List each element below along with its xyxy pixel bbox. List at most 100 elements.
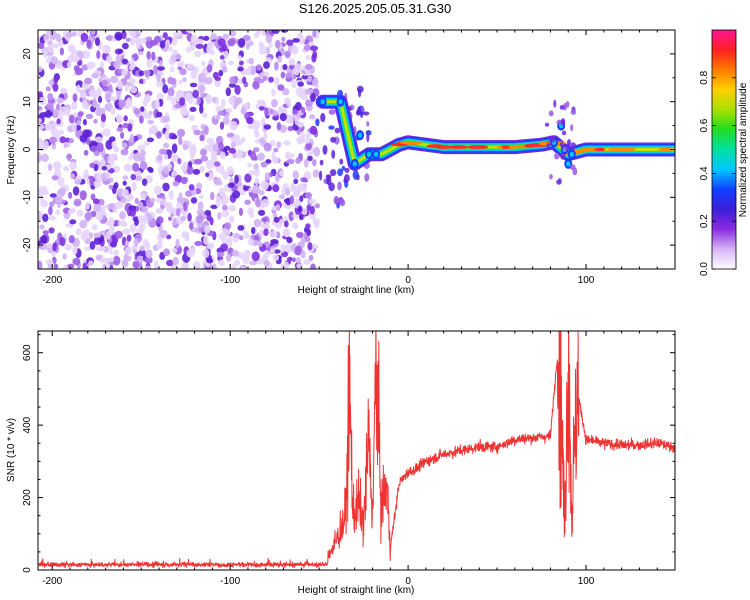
spectrogram-noise-cell <box>194 50 202 58</box>
spectrogram-noise-cell <box>216 251 225 257</box>
spectrogram-noise-cell <box>109 96 118 102</box>
spectrogram-noise-cell <box>114 31 123 41</box>
spectrogram-noise-cell <box>88 232 94 240</box>
spectrogram-noise-cell <box>219 55 225 60</box>
spectrogram-noise-cell <box>126 234 132 242</box>
spectrogram-noise-cell <box>38 260 43 269</box>
spectrogram-noise-cell <box>101 79 108 88</box>
spectrogram-noise-cell <box>145 36 153 42</box>
spectrogram-noise-cell <box>310 263 316 269</box>
spectrogram-noise-cell <box>230 141 236 148</box>
spectrogram-noise-cell <box>165 201 173 212</box>
spectrogram-noise-cell <box>296 257 301 264</box>
spectrogram-noise-cell <box>181 176 188 185</box>
spectrogram-noise-cell <box>206 64 213 73</box>
spectrogram-noise-cell <box>262 75 268 82</box>
spectrogram-noise-cell <box>84 77 93 85</box>
spectrogram-noise-cell <box>234 259 241 266</box>
spectrogram-noise-cell <box>283 229 290 238</box>
spectrogram-noise-cell <box>261 217 268 223</box>
spectrogram-noise-cell <box>63 142 69 149</box>
spectrogram-noise-cell <box>313 220 320 229</box>
spectrogram-transition-cell <box>322 145 328 155</box>
spectrogram-noise-cell <box>184 233 190 242</box>
spectrogram-noise-cell <box>296 231 304 239</box>
spectrogram-tone-peak <box>594 147 606 152</box>
spectrogram-transition-cell <box>548 135 552 143</box>
spectrogram-noise-cell <box>67 209 75 214</box>
spectrogram-noise-cell <box>252 184 261 194</box>
spectrogram-noise-cell <box>188 184 195 191</box>
spectrogram-noise-cell <box>286 159 295 164</box>
spectrogram-noise-cell <box>84 246 92 251</box>
spectrogram-noise-cell <box>194 158 203 165</box>
spectrogram-noise-cell <box>139 115 144 124</box>
spectrogram-noise-cell <box>80 32 89 43</box>
spectrogram-noise-cell <box>242 255 250 265</box>
spectrogram-noise-cell <box>39 96 47 106</box>
spectrogram-noise-cell <box>95 211 104 221</box>
spectrogram-noise-cell <box>134 218 139 226</box>
spectrogram-noise-cell <box>51 175 59 181</box>
spectrogram-noise-cell <box>229 76 237 85</box>
spectrogram-noise-cell <box>82 262 88 269</box>
spectrogram-transition-cell <box>331 149 336 159</box>
x-tick-label: -100 <box>220 275 240 286</box>
spectrogram-noise-cell <box>155 208 162 214</box>
spectrogram-heatmap <box>38 30 675 269</box>
spectrogram-noise-cell <box>75 84 81 94</box>
spectrogram-noise-cell <box>77 111 84 117</box>
spectrogram-noise-cell <box>278 218 285 224</box>
spectrogram-noise-cell <box>67 44 76 53</box>
spectrogram-noise-cell <box>186 63 194 70</box>
spectrogram-noise-cell <box>193 129 201 136</box>
spectrogram-noise-cell <box>38 124 45 130</box>
spectrogram-noise-cell <box>109 177 114 184</box>
spectrogram-noise-cell <box>105 230 112 240</box>
spectrogram-noise-cell <box>38 152 42 162</box>
x-tick-label: 0 <box>405 275 411 286</box>
spectrogram-noise-cell <box>121 142 128 149</box>
spectrogram-noise-cell <box>221 66 228 73</box>
spectrogram-noise-cell <box>214 96 219 106</box>
spectrogram-noise-cell <box>297 205 303 213</box>
spectrogram-noise-cell <box>277 55 282 63</box>
spectrogram-noise-cell <box>56 97 64 104</box>
spectrogram-transition-cell <box>366 121 370 127</box>
spectrogram-transition-cell <box>333 195 340 205</box>
spectrogram-noise-cell <box>199 165 205 173</box>
spectrogram-noise-cell <box>141 178 148 186</box>
spectrogram-noise-cell <box>156 92 164 102</box>
spectrogram-noise-cell <box>249 260 258 266</box>
spectrogram-noise-cell <box>106 54 113 64</box>
spectrogram-noise-cell <box>173 31 182 38</box>
spectrogram-noise-cell <box>307 155 313 162</box>
spectrogram-y-axis-label: Frequency (Hz) <box>6 116 17 185</box>
spectrogram-noise-cell <box>69 219 77 225</box>
spectrogram-transition-cell <box>560 118 566 126</box>
snr-y-axis-label: SNR (10 * v/v) <box>6 418 17 482</box>
spectrogram-noise-cell <box>277 84 285 91</box>
spectrogram-noise-cell <box>145 39 154 49</box>
spectrogram-noise-cell <box>133 152 142 162</box>
snr-x-axis-label: Height of straight line (km) <box>298 585 415 596</box>
spectrogram-noise-cell <box>53 263 59 269</box>
spectrogram-noise-cell <box>237 66 244 72</box>
spectrogram-noise-cell <box>294 116 299 126</box>
spectrogram-noise-cell <box>45 57 52 64</box>
spectrogram-noise-cell <box>247 124 255 130</box>
spectrogram-noise-cell <box>182 77 187 82</box>
spectrogram-noise-cell <box>271 156 279 164</box>
spectrogram-noise-cell <box>228 147 236 154</box>
spectrogram-noise-cell <box>116 127 124 132</box>
spectrogram-noise-cell <box>38 118 42 124</box>
spectrogram-noise-cell <box>93 203 101 213</box>
spectrogram-noise-cell <box>255 197 261 208</box>
spectrogram-noise-cell <box>312 159 317 167</box>
spectrogram-noise-cell <box>225 107 233 113</box>
spectrogram-noise-cell <box>109 136 116 143</box>
spectrogram-noise-cell <box>264 107 269 117</box>
spectrogram-noise-cell <box>219 121 225 130</box>
spectrogram-noise-cell <box>76 209 83 217</box>
spectrogram-noise-cell <box>150 197 156 203</box>
